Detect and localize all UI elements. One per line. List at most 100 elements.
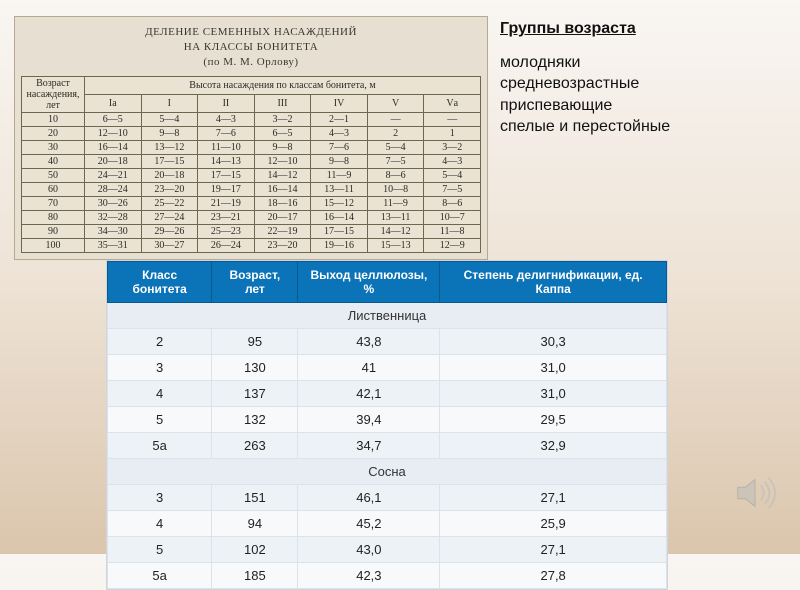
scan-value-cell: 19—16 <box>311 238 368 252</box>
age-group-line: молодняки <box>500 52 670 74</box>
age-groups-heading: Группы возраста <box>500 18 670 40</box>
scan-value-cell: 10—8 <box>367 182 424 196</box>
scan-age-cell: 50 <box>22 168 85 182</box>
scan-value-cell: 17—15 <box>141 154 198 168</box>
scan-value-cell: 9—8 <box>311 154 368 168</box>
blue-header-cell: Степень делигнификации, ед. Каппа <box>440 262 667 303</box>
blue-data-cell: 2 <box>108 329 212 355</box>
scan-value-cell: 3—2 <box>424 140 481 154</box>
scan-value-cell: 28—24 <box>85 182 142 196</box>
scan-title-line: НА КЛАССЫ БОНИТЕТА <box>184 41 318 53</box>
blue-data-cell: 39,4 <box>298 407 440 433</box>
blue-data-cell: 5 <box>108 407 212 433</box>
blue-data-cell: 4 <box>108 511 212 537</box>
blue-section-title: Лиственница <box>108 303 667 329</box>
scan-value-cell: 13—12 <box>141 140 198 154</box>
blue-header-cell: Выход целлюлозы, % <box>298 262 440 303</box>
blue-data-cell: 31,0 <box>440 355 667 381</box>
scan-value-cell: 6—5 <box>254 126 311 140</box>
scan-value-cell: 23—20 <box>254 238 311 252</box>
scan-value-cell: 27—24 <box>141 210 198 224</box>
scan-value-cell: 10—7 <box>424 210 481 224</box>
scan-value-cell: 15—13 <box>367 238 424 252</box>
blue-data-cell: 43,0 <box>298 537 440 563</box>
scan-value-cell: 12—10 <box>85 126 142 140</box>
blue-data-cell: 5а <box>108 563 212 589</box>
scan-value-cell: 25—22 <box>141 196 198 210</box>
scan-value-cell: 11—9 <box>367 196 424 210</box>
scan-value-cell: 24—21 <box>85 168 142 182</box>
scan-value-cell: 13—11 <box>311 182 368 196</box>
scan-value-cell: 35—31 <box>85 238 142 252</box>
scan-value-cell: 9—8 <box>254 140 311 154</box>
scan-header-age: Возраст насаждения, лет <box>22 76 85 112</box>
scan-value-cell: 4—3 <box>311 126 368 140</box>
blue-data-cell: 41 <box>298 355 440 381</box>
scan-value-cell: 8—6 <box>424 196 481 210</box>
bonitet-scan-table: ДЕЛЕНИЕ СЕМЕННЫХ НАСАЖДЕНИЙ НА КЛАССЫ БО… <box>14 16 488 260</box>
scan-age-cell: 100 <box>22 238 85 252</box>
scan-value-cell: 20—18 <box>85 154 142 168</box>
scan-age-cell: 20 <box>22 126 85 140</box>
scan-value-cell: 12—10 <box>254 154 311 168</box>
age-group-line: средневозрастные <box>500 73 670 95</box>
scan-value-cell: 3—2 <box>254 112 311 126</box>
blue-data-cell: 45,2 <box>298 511 440 537</box>
scan-value-cell: 11—9 <box>311 168 368 182</box>
scan-value-cell: 6—5 <box>85 112 142 126</box>
blue-data-cell: 27,1 <box>440 485 667 511</box>
scan-class-header: Vа <box>424 94 481 112</box>
scan-value-cell: 5—4 <box>367 140 424 154</box>
blue-data-cell: 27,8 <box>440 563 667 589</box>
scan-age-cell: 80 <box>22 210 85 224</box>
age-group-line: приспевающие <box>500 95 670 117</box>
scan-value-cell: 7—6 <box>198 126 255 140</box>
scan-class-header: I <box>141 94 198 112</box>
scan-value-cell: 8—6 <box>367 168 424 182</box>
blue-section-title: Сосна <box>108 459 667 485</box>
scan-value-cell: 14—12 <box>254 168 311 182</box>
scan-value-cell: 12—9 <box>424 238 481 252</box>
blue-data-cell: 130 <box>212 355 298 381</box>
scan-class-header: III <box>254 94 311 112</box>
scan-value-cell: 11—10 <box>198 140 255 154</box>
speaker-icon <box>732 470 778 516</box>
scan-value-cell: 2 <box>367 126 424 140</box>
scan-value-cell: — <box>424 112 481 126</box>
scan-age-cell: 10 <box>22 112 85 126</box>
blue-data-cell: 32,9 <box>440 433 667 459</box>
blue-data-cell: 137 <box>212 381 298 407</box>
blue-data-cell: 95 <box>212 329 298 355</box>
scan-value-cell: 29—26 <box>141 224 198 238</box>
scan-value-cell: 32—28 <box>85 210 142 224</box>
blue-data-cell: 43,8 <box>298 329 440 355</box>
scan-value-cell: 11—8 <box>424 224 481 238</box>
scan-value-cell: 16—14 <box>85 140 142 154</box>
blue-data-cell: 263 <box>212 433 298 459</box>
blue-header-cell: Класс бонитета <box>108 262 212 303</box>
scan-table: Возраст насаждения, лет Высота насаждени… <box>21 76 481 253</box>
scan-value-cell: 34—30 <box>85 224 142 238</box>
blue-data-cell: 102 <box>212 537 298 563</box>
scan-value-cell: 20—18 <box>141 168 198 182</box>
blue-data-cell: 185 <box>212 563 298 589</box>
scan-value-cell: 5—4 <box>141 112 198 126</box>
scan-value-cell: 13—11 <box>367 210 424 224</box>
blue-data-cell: 29,5 <box>440 407 667 433</box>
blue-data-cell: 46,1 <box>298 485 440 511</box>
scan-class-header: IV <box>311 94 368 112</box>
scan-value-cell: 14—13 <box>198 154 255 168</box>
scan-title: ДЕЛЕНИЕ СЕМЕННЫХ НАСАЖДЕНИЙ НА КЛАССЫ БО… <box>21 23 481 76</box>
scan-age-cell: 70 <box>22 196 85 210</box>
scan-class-header: II <box>198 94 255 112</box>
scan-age-cell: 40 <box>22 154 85 168</box>
scan-age-cell: 30 <box>22 140 85 154</box>
blue-data-cell: 42,1 <box>298 381 440 407</box>
scan-value-cell: 9—8 <box>141 126 198 140</box>
scan-value-cell: 15—12 <box>311 196 368 210</box>
blue-data-cell: 4 <box>108 381 212 407</box>
scan-value-cell: 30—27 <box>141 238 198 252</box>
blue-data-cell: 3 <box>108 485 212 511</box>
scan-header-group: Высота насаждения по классам бонитета, м <box>85 76 481 94</box>
scan-value-cell: 5—4 <box>424 168 481 182</box>
